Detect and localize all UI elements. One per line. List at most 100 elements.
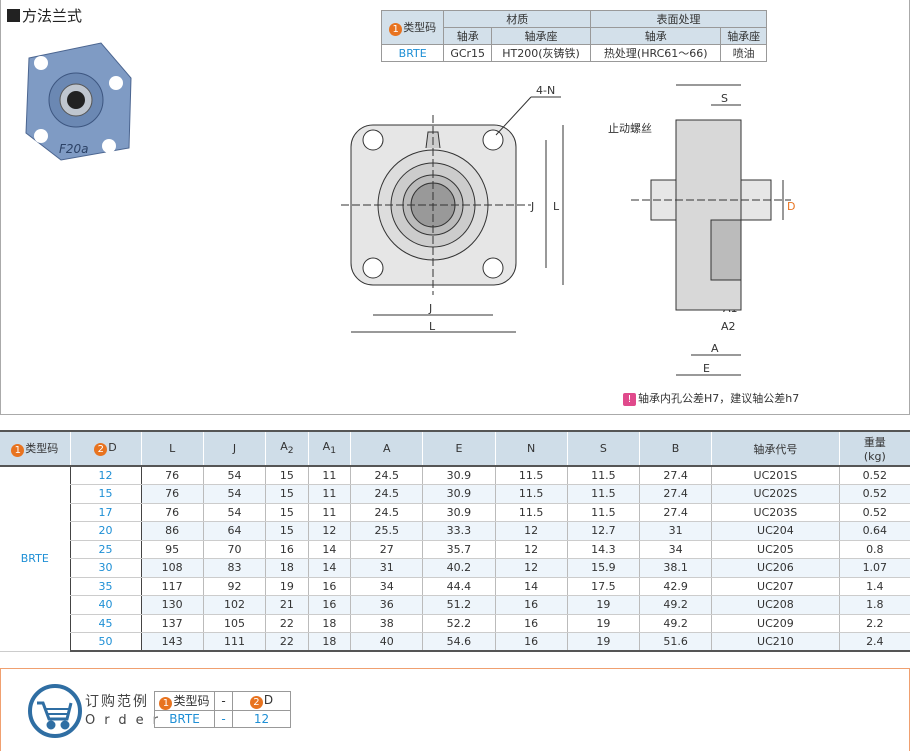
table-cell: 0.52	[838, 466, 910, 485]
table-cell: 12	[69, 466, 142, 485]
svg-text:S: S	[721, 92, 728, 105]
table-cell: UC205	[711, 540, 840, 559]
table-cell: 16	[494, 614, 568, 633]
table-cell: 42.9	[638, 577, 712, 596]
svg-text:E: E	[703, 362, 710, 375]
table-cell: 16	[307, 577, 351, 596]
table-cell: 86	[140, 521, 204, 541]
table-cell: 11	[307, 466, 351, 485]
table-cell: 18	[265, 558, 309, 578]
svg-text:L: L	[553, 200, 560, 213]
table-cell: 64	[202, 521, 266, 541]
table-cell: 54	[202, 503, 266, 522]
table-cell: 70	[202, 540, 266, 559]
table-cell: 51.2	[422, 595, 496, 615]
table-cell: 11.5	[566, 503, 640, 522]
table-cell: 40	[350, 632, 423, 652]
page-title: 方法兰式	[7, 5, 82, 26]
table-cell: 76	[140, 466, 204, 485]
table-cell: 14	[307, 540, 351, 559]
table-cell: UC210	[711, 632, 840, 652]
table-cell: 1.4	[838, 577, 910, 596]
order-example: 订购范例 Order 1 类型码 -2 D BRTE -12	[0, 668, 910, 751]
table-row: 50 143 111 22 18 40 54.6 16 19 51.6 UC210 2.4	[0, 632, 910, 652]
table-cell: 54.6	[422, 632, 496, 652]
table-cell: 49.2	[638, 614, 712, 633]
table-cell: 95	[140, 540, 204, 559]
table-cell: 17.5	[566, 577, 640, 596]
table-cell: 30.9	[422, 484, 496, 504]
table-cell: UC209	[711, 614, 840, 633]
table-cell: 31	[350, 558, 423, 578]
table-cell: 1.8	[838, 595, 910, 615]
table-cell: 22	[265, 614, 309, 633]
table-cell: 76	[140, 484, 204, 504]
svg-text:D: D	[787, 200, 795, 213]
table-cell: 44.4	[422, 577, 496, 596]
table-row: 25 95 70 16 14 27 35.7 12 14.3 34 UC205 0.8	[0, 540, 910, 559]
table-cell: 27.4	[638, 466, 712, 485]
table-cell: 92	[202, 577, 266, 596]
table-cell: UC201S	[711, 466, 840, 485]
table-cell: UC208	[711, 595, 840, 615]
table-cell: 17	[69, 503, 142, 522]
table-cell: 20	[69, 521, 142, 541]
table-cell: 2.2	[838, 614, 910, 633]
table-cell: 0.52	[838, 503, 910, 522]
table-cell: 15	[265, 484, 309, 504]
table-cell: 14	[494, 577, 568, 596]
type-cell: BRTE	[0, 466, 70, 652]
table-cell: 12	[494, 558, 568, 578]
table-cell: 18	[307, 614, 351, 633]
table-cell: 2.4	[838, 632, 910, 652]
table-cell: 25.5	[350, 521, 423, 541]
table-row: 35 117 92 19 16 34 44.4 14 17.5 42.9 UC207 1.4	[0, 577, 910, 596]
table-cell: 11	[307, 484, 351, 504]
spec-table: 1 类型码 材质 表面处理 轴承 轴承座 轴承 轴承座 BRTE GCr15 HT200(灰铸铁…	[380, 10, 767, 62]
svg-text:F20a: F20a	[59, 142, 89, 156]
table-cell: 16	[265, 540, 309, 559]
table-cell: 30.9	[422, 503, 496, 522]
table-cell: 27	[350, 540, 423, 559]
table-cell: 15	[69, 484, 142, 504]
svg-text:J: J	[530, 200, 534, 213]
table-cell: 19	[566, 595, 640, 615]
table-cell: 21	[265, 595, 309, 615]
table-row: 20 86 64 15 12 25.5 33.3 12 12.7 31 UC204 0.64	[0, 521, 910, 541]
table-cell: 35.7	[422, 540, 496, 559]
table-cell: 34	[350, 577, 423, 596]
table-cell: 12.7	[566, 521, 640, 541]
table-cell: 24.5	[350, 466, 423, 485]
table-row: BRTE 12 76 54 15 11 24.5 30.9 11.5 11.5 27.4 UC201S…	[0, 466, 910, 652]
shopping-cart-icon	[28, 684, 82, 738]
table-cell: 30	[69, 558, 142, 578]
table-cell: 0.52	[838, 484, 910, 504]
table-row: 45 137 105 22 18 38 52.2 16 19 49.2 UC209 2.2	[0, 614, 910, 633]
table-cell: 0.8	[838, 540, 910, 559]
svg-text:A2: A2	[721, 320, 736, 333]
table-cell: 50	[69, 632, 142, 652]
table-cell: 111	[202, 632, 266, 652]
svg-text:B: B	[701, 80, 709, 83]
table-cell: 35	[69, 577, 142, 596]
table-cell: 40	[69, 595, 142, 615]
table-row: 40 130 102 21 16 36 51.2 16 19 49.2 UC208 1.8	[0, 595, 910, 615]
table-cell: 18	[307, 632, 351, 652]
table-cell: 16	[494, 632, 568, 652]
table-cell: 15	[265, 521, 309, 541]
table-cell: 130	[140, 595, 204, 615]
table-cell: 143	[140, 632, 204, 652]
table-cell: 15	[265, 503, 309, 522]
svg-text:L: L	[429, 320, 436, 333]
table-cell: 24.5	[350, 484, 423, 504]
table-cell: 19	[566, 632, 640, 652]
table-cell: 11.5	[494, 503, 568, 522]
table-cell: 83	[202, 558, 266, 578]
table-cell: 36	[350, 595, 423, 615]
tolerance-note: ! 轴承内孔公差H7，建议轴公差h7	[623, 390, 799, 406]
table-cell: 30.9	[422, 466, 496, 485]
table-cell: 34	[638, 540, 712, 559]
table-cell: 108	[140, 558, 204, 578]
table-row: 15 76 54 15 11 24.5 30.9 11.5 11.5 27.4 UC202S 0.52	[0, 484, 910, 504]
